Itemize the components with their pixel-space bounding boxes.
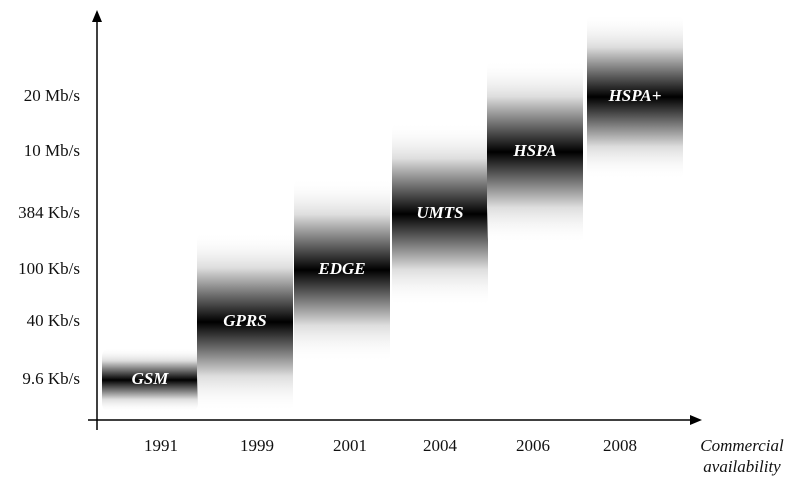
block [294,178,390,362]
x-tick-label: 2004 [423,436,458,455]
x-axis-title: availability [703,457,781,476]
x-tick-label: 2008 [603,436,637,455]
y-arrow [92,10,102,22]
y-tick-label: 100 Kb/s [18,259,80,278]
block-label: UMTS [416,203,463,222]
x-tick-label: 2006 [516,436,550,455]
block-label: EDGE [317,259,365,278]
block-label: GSM [132,369,170,388]
x-tick-label: 1991 [144,436,178,455]
blocks [102,14,683,412]
y-tick-label: 384 Kb/s [18,203,80,222]
y-tick-label: 20 Mb/s [24,86,80,105]
x-axis-title: Commercial [700,436,784,455]
block-label: HSPA+ [608,86,662,105]
block [392,122,488,306]
x-tick-label: 2001 [333,436,367,455]
x-tick-label: 1999 [240,436,274,455]
y-tick-label: 40 Kb/s [27,311,80,330]
block [197,232,293,412]
block-label: GPRS [223,311,266,330]
block [102,348,198,412]
x-arrow [690,415,702,425]
block [487,60,583,244]
y-tick-label: 9.6 Kb/s [22,369,80,388]
block-label: HSPA [512,141,556,160]
y-tick-label: 10 Mb/s [24,141,80,160]
block [587,14,683,180]
